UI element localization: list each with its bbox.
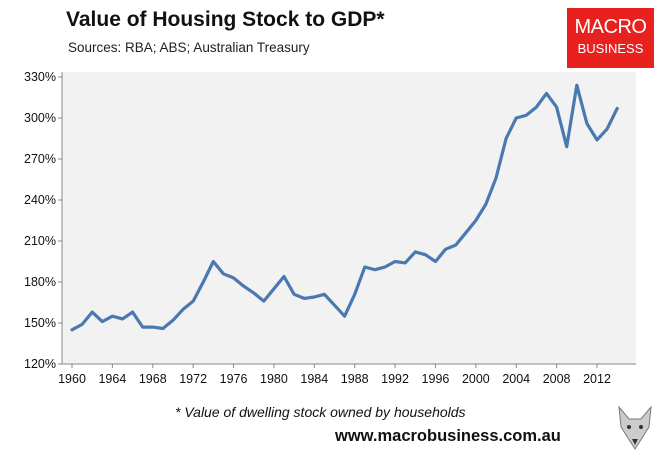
x-tick-label: 1996 — [422, 372, 450, 386]
y-tick-label: 180% — [24, 275, 56, 289]
y-tick-label: 210% — [24, 234, 56, 248]
y-tick-label: 270% — [24, 152, 56, 166]
x-tick-label: 2008 — [543, 372, 571, 386]
x-tick-label: 1976 — [220, 372, 248, 386]
x-tick-label: 2012 — [583, 372, 611, 386]
y-tick-label: 300% — [24, 111, 56, 125]
y-tick-label: 120% — [24, 357, 56, 371]
x-tick-label: 1984 — [300, 372, 328, 386]
y-tick-label: 240% — [24, 193, 56, 207]
x-tick-label: 1988 — [341, 372, 369, 386]
y-tick-label: 150% — [24, 316, 56, 330]
website-url: www.macrobusiness.com.au — [335, 427, 561, 445]
logo-line1: MACRO — [574, 16, 647, 38]
x-tick-label: 1980 — [260, 372, 288, 386]
logo-line2: BUSINESS — [577, 41, 644, 56]
chart-title: Value of Housing Stock to GDP* — [66, 8, 385, 31]
macrobusiness-logo: MACRO BUSINESS — [567, 8, 654, 68]
x-tick-label: 1992 — [381, 372, 409, 386]
chart-subtitle: Sources: RBA; ABS; Australian Treasury — [68, 40, 310, 55]
x-tick-label: 2000 — [462, 372, 490, 386]
plot-area — [62, 72, 636, 364]
x-tick-label: 2004 — [502, 372, 530, 386]
x-tick-label: 1968 — [139, 372, 167, 386]
x-tick-label: 1972 — [179, 372, 207, 386]
footnote: * Value of dwelling stock owned by house… — [175, 404, 466, 420]
y-tick-label: 330% — [24, 70, 56, 84]
x-tick-label: 1960 — [58, 372, 86, 386]
fox-mascot-icon — [618, 405, 652, 450]
x-tick-label: 1964 — [98, 372, 126, 386]
